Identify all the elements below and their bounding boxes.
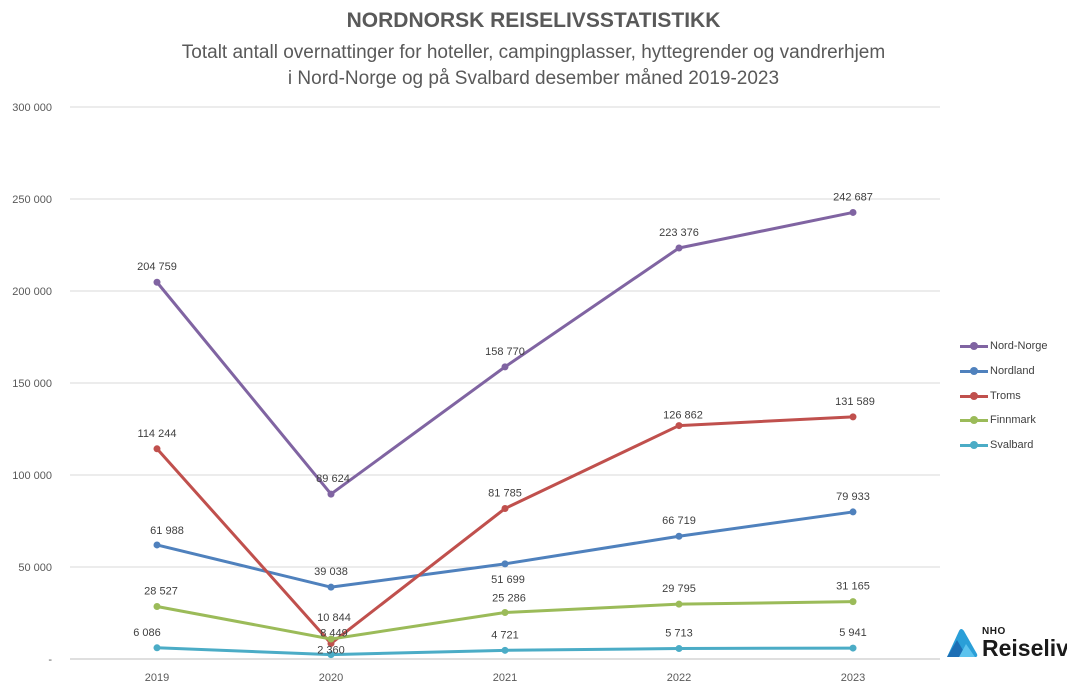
- data-label: 51 699: [491, 574, 525, 586]
- x-tick-label: 2019: [145, 672, 169, 684]
- data-point: [327, 490, 335, 498]
- legend-label: Troms: [990, 389, 1021, 402]
- data-label: 114 244: [138, 428, 177, 440]
- data-label: 10 844: [317, 612, 351, 624]
- data-label: 126 862: [663, 410, 703, 422]
- data-point: [153, 603, 161, 611]
- data-label: 5 941: [839, 627, 867, 639]
- data-point: [153, 644, 161, 652]
- legend-item: Finnmark: [960, 408, 1047, 433]
- data-label: 8 449: [320, 627, 348, 639]
- data-label: 66 719: [662, 515, 696, 527]
- y-tick-label: 100 000: [12, 470, 52, 482]
- data-label: 204 759: [137, 261, 177, 273]
- y-tick-label: 200 000: [12, 286, 52, 298]
- data-point: [849, 598, 857, 606]
- subtitle-line-2: i Nord-Norge og på Svalbard desember mån…: [287, 68, 780, 89]
- data-label: 2 360: [317, 645, 345, 657]
- data-point: [153, 278, 161, 286]
- x-axis: 2019 2020 2021 2022 2023: [145, 672, 865, 684]
- data-label: 242 687: [833, 191, 873, 203]
- data-label: 39 038: [314, 566, 348, 578]
- data-point: [675, 600, 683, 608]
- legend-item: Svalbard: [960, 433, 1047, 458]
- data-point: [675, 244, 683, 252]
- data-label: 25 286: [492, 592, 526, 604]
- data-point: [501, 505, 509, 513]
- legend-swatch: [960, 391, 988, 401]
- data-label: 81 785: [488, 488, 522, 500]
- data-labels: 204 759 89 624 158 770 223 376 242 687 61 988…: [133, 191, 875, 656]
- data-point: [501, 560, 509, 568]
- y-tick-label: 50 000: [18, 562, 52, 574]
- data-point: [501, 363, 509, 371]
- data-point: [849, 508, 857, 516]
- logo-mark-icon: [947, 629, 978, 657]
- data-point: [675, 644, 683, 652]
- data-point: [501, 608, 509, 616]
- legend-swatch: [960, 341, 988, 351]
- legend-item: Nord-Norge: [960, 334, 1047, 359]
- subtitle-line-1: Totalt antall overnattinger for hoteller…: [181, 42, 886, 63]
- gridlines: [70, 106, 940, 660]
- data-point: [849, 413, 857, 421]
- data-label: 158 770: [485, 346, 525, 358]
- x-tick-label: 2022: [667, 672, 691, 684]
- legend: Nord-Norge Nordland Troms Finnmark Svalbard: [960, 334, 1047, 457]
- logo-small-text: NHO: [982, 625, 1006, 637]
- legend-label: Svalbard: [990, 439, 1034, 452]
- y-tick-label: -: [48, 654, 52, 666]
- x-tick-label: 2021: [493, 672, 517, 684]
- data-point: [501, 646, 509, 654]
- legend-item: Troms: [960, 383, 1047, 408]
- chart-subtitle: Totalt antall overnattinger for hoteller…: [0, 40, 1067, 92]
- data-label: 4 721: [491, 629, 519, 641]
- data-point: [327, 635, 335, 643]
- data-label: 29 795: [662, 583, 696, 595]
- data-point: [153, 445, 161, 453]
- legend-label: Nord-Norge: [990, 340, 1048, 353]
- legend-label: Nordland: [990, 365, 1035, 378]
- data-point: [675, 532, 683, 540]
- y-axis: - 50 000 100 000 150 000 200 000 250 000 300 0…: [12, 102, 52, 666]
- data-point: [327, 651, 335, 659]
- y-tick-label: 150 000: [12, 378, 52, 390]
- y-tick-label: 250 000: [12, 194, 52, 206]
- data-label: 61 988: [150, 525, 184, 537]
- data-point: [675, 422, 683, 430]
- data-point: [849, 208, 857, 216]
- data-label: 5 713: [665, 627, 693, 639]
- data-point: [327, 583, 335, 591]
- y-tick-label: 300 000: [12, 102, 52, 114]
- legend-swatch: [960, 366, 988, 376]
- data-label: 89 624: [316, 473, 350, 485]
- chart-title: NORDNORSK REISELIVSSTATISTIKK: [346, 9, 721, 32]
- data-label: 223 376: [659, 227, 699, 239]
- legend-swatch: [960, 415, 988, 425]
- legend-swatch: [960, 440, 988, 450]
- data-label: 6 086: [133, 627, 161, 639]
- logo-big-text: Reiseliv: [982, 634, 1067, 661]
- legend-label: Finnmark: [990, 414, 1036, 427]
- data-label: 79 933: [836, 491, 870, 503]
- data-point: [153, 541, 161, 549]
- series-group: [153, 208, 857, 659]
- data-label: 28 527: [144, 586, 178, 598]
- data-label: 31 165: [836, 581, 870, 593]
- x-tick-label: 2023: [841, 672, 865, 684]
- legend-item: Nordland: [960, 359, 1047, 384]
- data-point: [849, 644, 857, 652]
- data-label: 131 589: [835, 396, 875, 408]
- nho-reiseliv-logo: NHO Reiseliv: [945, 626, 1067, 660]
- x-tick-label: 2020: [319, 672, 343, 684]
